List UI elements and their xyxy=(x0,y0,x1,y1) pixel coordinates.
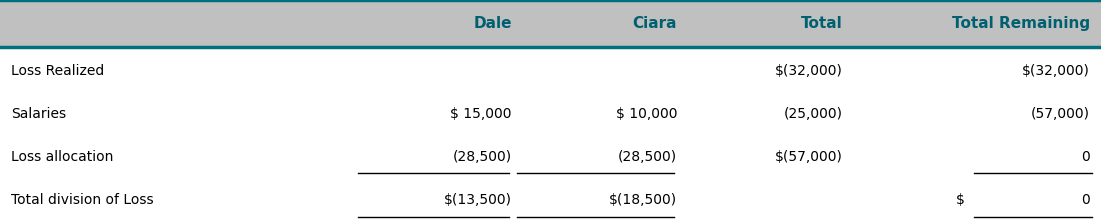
Text: Ciara: Ciara xyxy=(633,16,677,31)
Text: (25,000): (25,000) xyxy=(783,107,842,121)
Text: 0: 0 xyxy=(1081,150,1090,164)
Text: (28,500): (28,500) xyxy=(618,150,677,164)
Text: Salaries: Salaries xyxy=(11,107,66,121)
Text: Loss Realized: Loss Realized xyxy=(11,64,105,78)
Text: $(13,500): $(13,500) xyxy=(444,192,512,207)
FancyBboxPatch shape xyxy=(0,0,1101,47)
Text: (28,500): (28,500) xyxy=(453,150,512,164)
Text: $(32,000): $(32,000) xyxy=(1022,64,1090,78)
Text: $(18,500): $(18,500) xyxy=(609,192,677,207)
Text: Loss allocation: Loss allocation xyxy=(11,150,113,164)
Text: 0: 0 xyxy=(1081,192,1090,207)
Text: Dale: Dale xyxy=(473,16,512,31)
Text: $: $ xyxy=(956,192,964,207)
Text: $(57,000): $(57,000) xyxy=(774,150,842,164)
Text: $(32,000): $(32,000) xyxy=(774,64,842,78)
Text: Total Remaining: Total Remaining xyxy=(952,16,1090,31)
Text: Total division of Loss: Total division of Loss xyxy=(11,192,154,207)
Text: $ 15,000: $ 15,000 xyxy=(450,107,512,121)
Text: (57,000): (57,000) xyxy=(1031,107,1090,121)
Text: Total: Total xyxy=(800,16,842,31)
Text: $ 10,000: $ 10,000 xyxy=(615,107,677,121)
